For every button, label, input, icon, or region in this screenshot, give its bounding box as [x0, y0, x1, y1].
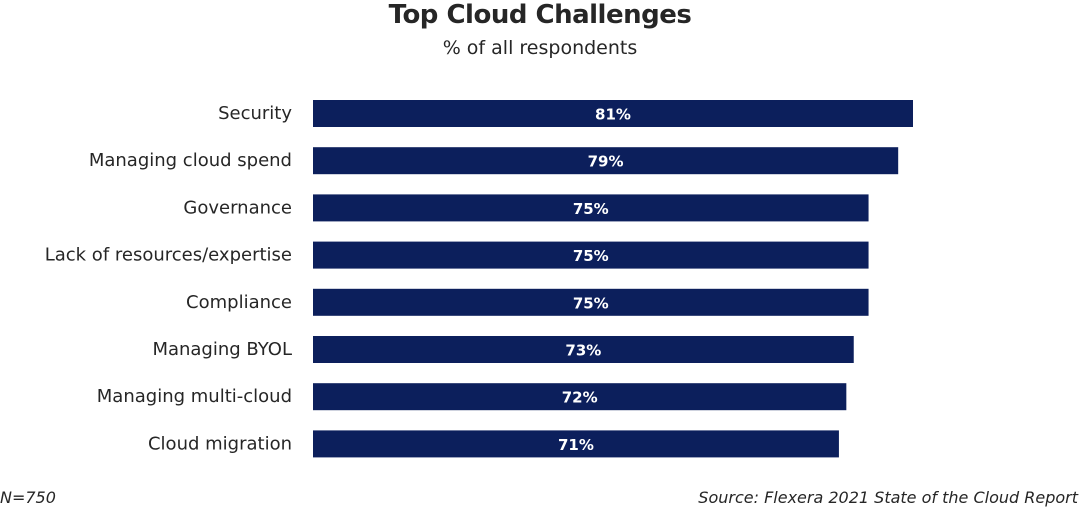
bar-cloud-migration	[313, 430, 839, 458]
bar-managing-byol	[313, 336, 854, 363]
bar-managing-multi-cloud	[313, 383, 847, 411]
category-label-governance: Governance	[183, 197, 292, 218]
value-label-managing-byol: 73%	[565, 342, 601, 360]
value-label-lack-of-resources-expertise: 75%	[573, 247, 609, 265]
sample-size-note: N=750	[0, 488, 56, 507]
value-label-compliance: 75%	[573, 294, 609, 312]
value-label-managing-multi-cloud: 72%	[562, 389, 598, 407]
category-label-security: Security	[218, 103, 292, 124]
category-label-compliance: Compliance	[186, 292, 292, 313]
category-label-managing-cloud-spend: Managing cloud spend	[89, 150, 292, 171]
bar-managing-cloud-spend	[313, 147, 899, 175]
bar-governance	[313, 194, 869, 222]
value-label-governance: 75%	[573, 200, 609, 218]
category-label-lack-of-resources-expertise: Lack of resources/expertise	[45, 245, 292, 266]
category-label-managing-multi-cloud: Managing multi-cloud	[97, 386, 292, 407]
category-label-managing-byol: Managing BYOL	[152, 339, 292, 360]
bar-compliance	[313, 288, 869, 316]
value-label-cloud-migration: 71%	[558, 436, 594, 454]
bar-security	[313, 100, 913, 127]
value-label-security: 81%	[595, 106, 631, 124]
chart-subtitle: % of all respondents	[442, 37, 638, 59]
source-note: Source: Flexera 2021 State of the Cloud …	[698, 488, 1078, 507]
value-label-managing-cloud-spend: 79%	[588, 153, 624, 171]
bar-lack-of-resources-expertise	[313, 241, 869, 269]
category-label-cloud-migration: Cloud migration	[148, 433, 292, 454]
chart-title: Top Cloud Challenges	[388, 0, 692, 30]
